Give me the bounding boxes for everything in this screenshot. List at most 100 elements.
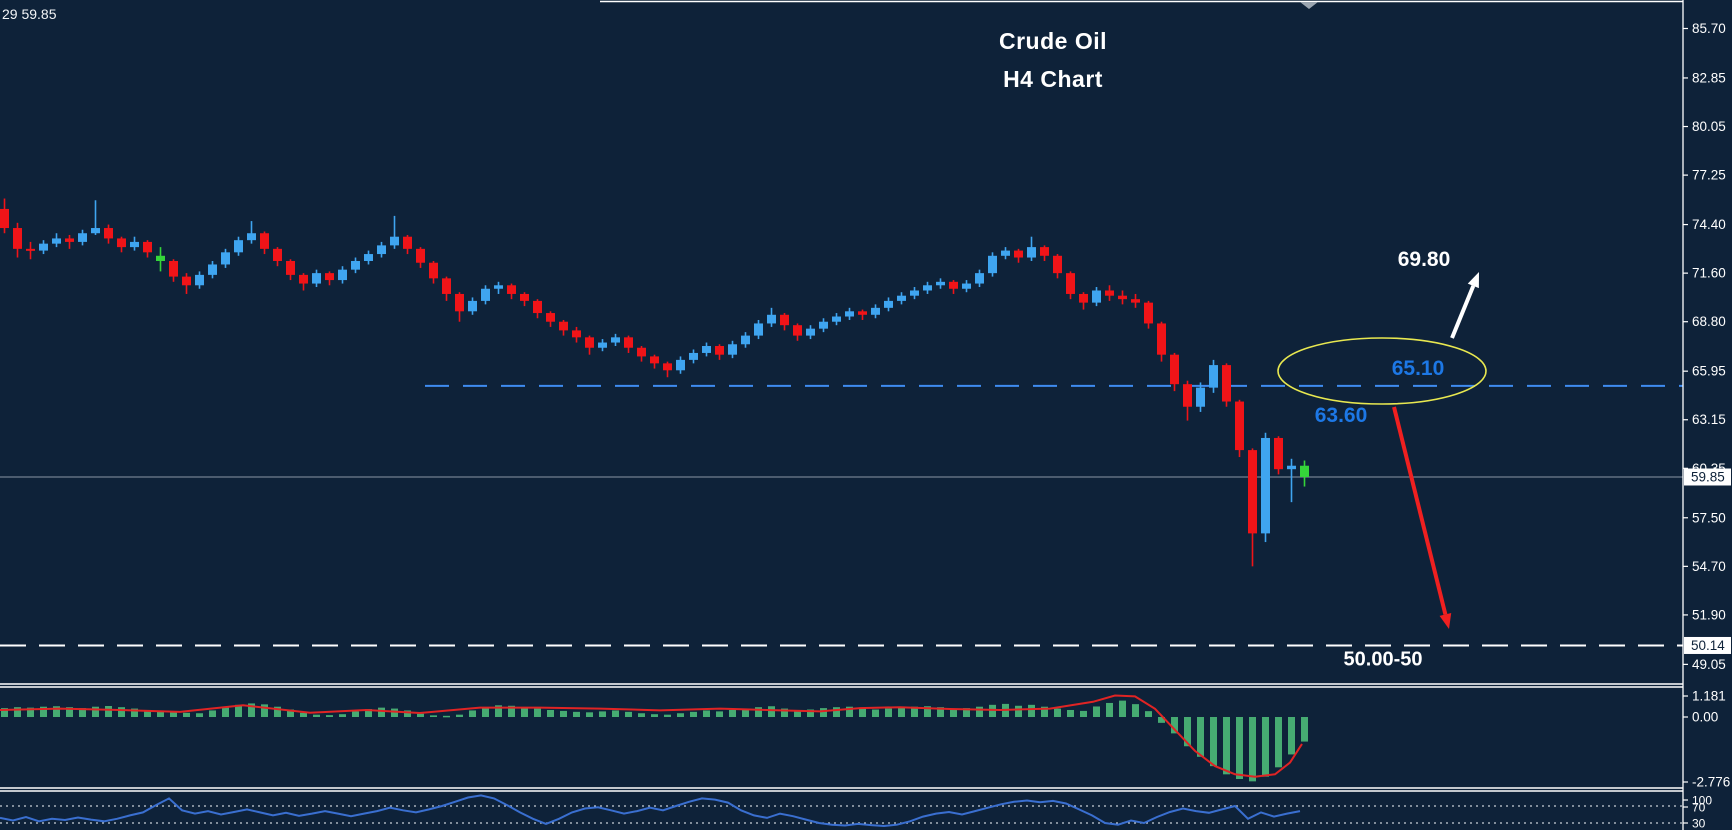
macd-histogram-bar	[1080, 710, 1087, 717]
macd-histogram-bar	[1184, 717, 1191, 747]
candle-body	[767, 314, 776, 324]
macd-histogram-bar	[963, 708, 970, 717]
macd-histogram-bar	[651, 714, 658, 717]
macd-histogram-bar	[833, 707, 840, 717]
candle-body	[403, 236, 412, 249]
candle-body	[572, 330, 581, 338]
candle-body	[1079, 293, 1088, 303]
price-axis[interactable]: 85.70 82.85 80.05 77.25 74.40 71.60 68.80 65.95…	[1682, 0, 1731, 830]
candle-body	[442, 278, 451, 294]
macd-histogram-bar	[898, 707, 905, 717]
macd-histogram-bar	[326, 715, 333, 717]
macd-histogram-bar	[820, 708, 827, 717]
macd-histogram-bar	[794, 710, 801, 717]
candle-body	[78, 233, 87, 242]
macd-histogram-bar	[599, 711, 606, 717]
macd-histogram-bar	[1028, 704, 1035, 717]
candle-body	[455, 293, 464, 312]
macd-signal-line	[0, 694, 1303, 778]
macd-histogram-bar	[1067, 709, 1074, 717]
axis-label: 0.00	[1692, 710, 1718, 725]
candle-body	[130, 241, 139, 248]
candle-body	[182, 276, 191, 286]
axis-label: 49.05	[1692, 657, 1726, 672]
candle-body	[1014, 250, 1023, 258]
macd-histogram-bar	[365, 709, 372, 717]
macd-histogram-bar	[118, 707, 125, 717]
macd-histogram-bar	[339, 714, 346, 717]
candle-body	[702, 346, 711, 353]
macd-histogram-bar	[274, 706, 281, 717]
candle-body	[494, 285, 503, 289]
macd-histogram-bar	[157, 710, 164, 717]
candle-body	[1001, 250, 1010, 256]
macd-histogram-bar	[1236, 717, 1243, 780]
macd-histogram-bar	[755, 707, 762, 717]
axis-label: 100	[1692, 794, 1712, 808]
candle-body	[1261, 437, 1270, 534]
macd-histogram-bar	[495, 705, 502, 717]
candle-body	[819, 321, 828, 329]
macd-histogram-bar	[14, 707, 21, 717]
axis-label: 82.85	[1692, 70, 1726, 85]
candle-body	[1066, 273, 1075, 294]
support-price-box-label: 50.14	[1691, 638, 1725, 653]
candle-body	[1105, 290, 1114, 296]
macd-histogram-bar	[885, 708, 892, 717]
chart-title-symbol: Crude Oil	[998, 28, 1108, 54]
macd-histogram-bar	[586, 712, 593, 717]
candle-body	[234, 240, 243, 253]
macd-histogram-bar	[859, 708, 866, 717]
candle-body	[962, 283, 971, 289]
macd-histogram-bar	[1288, 717, 1295, 755]
candle-body	[260, 233, 269, 249]
macd-histogram-bar	[222, 707, 229, 717]
macd-histogram-bar	[391, 708, 398, 717]
candle-body	[611, 337, 620, 343]
candle-body	[715, 346, 724, 355]
macd-histogram-bar	[924, 706, 931, 717]
candle-body	[0, 208, 9, 229]
candle-body	[637, 347, 646, 357]
candle-body	[247, 233, 256, 241]
macd-histogram-bar	[1132, 704, 1139, 717]
macd-histogram-bar	[560, 710, 567, 717]
macd-histogram-bar	[703, 710, 710, 717]
macd-histogram-bar	[846, 706, 853, 717]
support-price-box	[1684, 636, 1731, 654]
analyst-drawings	[1277, 272, 1487, 629]
macd-histogram-bar	[1158, 717, 1165, 723]
macd-histogram-bar	[742, 708, 749, 717]
chart-shift-marker-icon	[1300, 2, 1318, 9]
candle-body	[754, 323, 763, 336]
candle-body	[416, 248, 425, 263]
candle-body	[91, 228, 100, 234]
candle-body	[1235, 401, 1244, 451]
macd-histogram-bar	[1041, 706, 1048, 717]
down-target-arrow	[1392, 406, 1448, 615]
axis-label: -2.776	[1692, 775, 1730, 790]
candle-body	[936, 281, 945, 286]
macd-histogram-bar	[1106, 702, 1113, 717]
candle-body	[871, 307, 880, 315]
target-label-69-80: 69.80	[1397, 248, 1451, 271]
candle-body	[1222, 365, 1231, 402]
candle-body	[26, 248, 35, 251]
candle-body	[156, 255, 165, 261]
candle-body	[117, 238, 126, 248]
candle-body	[195, 274, 204, 286]
current-price-box	[1684, 468, 1731, 486]
current-price-box-label: 59.85	[1691, 470, 1725, 485]
candle-body	[169, 260, 178, 277]
candle-body	[858, 311, 867, 315]
macd-histogram-bar	[716, 711, 723, 717]
candle-body	[650, 356, 659, 364]
candle-body	[221, 252, 230, 265]
candle-body	[533, 300, 542, 314]
candle-body	[104, 228, 113, 239]
candle-body	[1274, 437, 1283, 470]
support-label-63-60: 63.60	[1314, 404, 1368, 427]
candle-body	[1196, 387, 1205, 407]
resistance-label-65-10: 65.10	[1391, 357, 1445, 380]
